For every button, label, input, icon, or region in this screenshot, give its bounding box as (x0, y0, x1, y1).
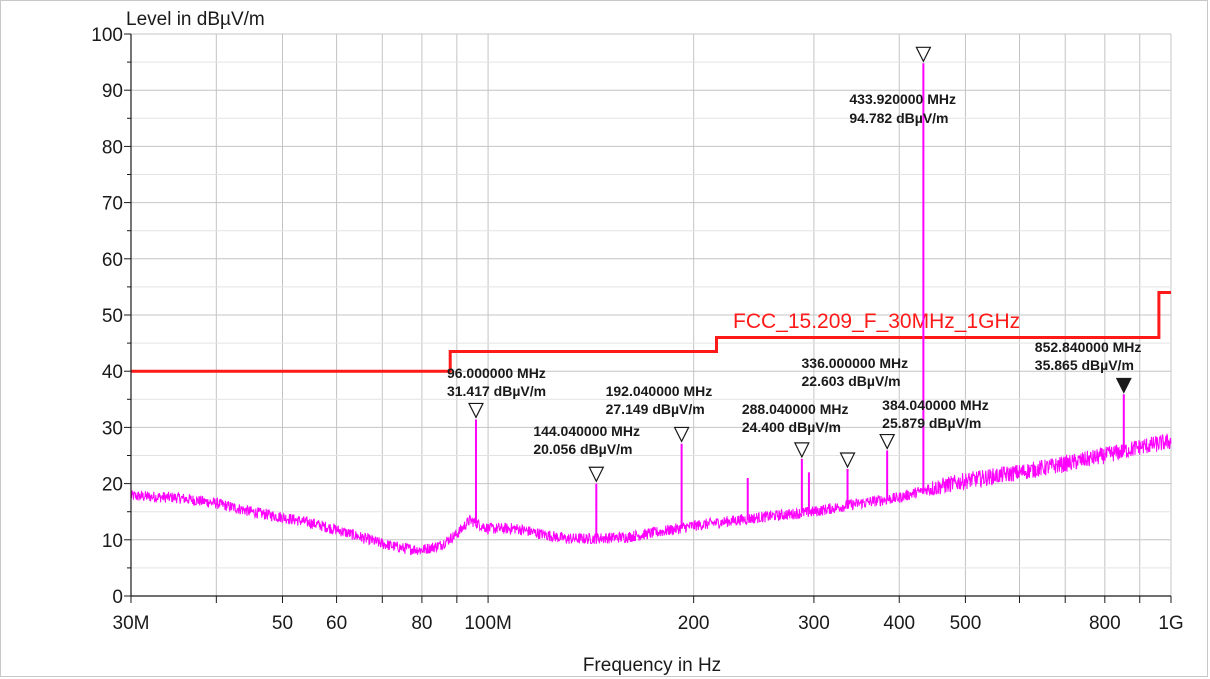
marker-frequency-label: 288.040000 MHz (742, 401, 849, 417)
x-tick-label: 300 (798, 613, 830, 634)
marker-triangle (839, 452, 856, 469)
marker-frequency-label: 433.920000 MHz (849, 91, 956, 107)
marker-level-label: 31.417 dBµV/m (447, 383, 546, 399)
axes: 0 10 20 30 40 50 60 70 80 90 100 30M 50 60 80 100M 200 30… (91, 25, 1183, 634)
y-tick-label: 10 (102, 531, 123, 552)
marker-level-label: 25.879 dBµV/m (882, 415, 981, 431)
y-tick-label: 40 (102, 362, 123, 383)
y-tick-label: 0 (112, 587, 123, 608)
marker-level-label: 94.782 dBµV/m (849, 110, 948, 126)
marker-triangle (588, 466, 605, 483)
marker-frequency-label: 192.040000 MHz (606, 383, 713, 399)
y-tick-label: 80 (102, 137, 123, 158)
marker-frequency-label: 144.040000 MHz (533, 423, 640, 439)
x-tick-label: 80 (411, 613, 432, 634)
y-tick-label: 30 (102, 418, 123, 439)
x-tick-label: 30M (113, 613, 150, 634)
y-tick-label: 50 (102, 306, 123, 327)
y-tick-label: 20 (102, 475, 123, 496)
x-tick-label: 50 (272, 613, 293, 634)
y-tick-label: 100 (91, 25, 123, 46)
y-axis-title: Level in dBµV/m (126, 9, 265, 30)
x-axis-title: Frequency in Hz (583, 655, 721, 676)
marker-triangle (915, 46, 932, 63)
marker-frequency-label: 384.040000 MHz (882, 397, 989, 413)
x-tick-label: 1G (1158, 613, 1183, 634)
markers: 96.000000 MHz 31.417 dBµV/m 144.040000 MHz… (447, 46, 1142, 483)
marker-level-label: 22.603 dBµV/m (802, 373, 901, 389)
limit-line-path (131, 291, 1171, 373)
y-tick-label: 70 (102, 194, 123, 215)
x-tick-label: 800 (1089, 613, 1121, 634)
y-tick-label: 90 (102, 81, 123, 102)
marker-triangle (673, 426, 690, 443)
x-tick-label: 500 (950, 613, 982, 634)
x-tick-label: 400 (883, 613, 915, 634)
marker-triangle (468, 402, 484, 419)
marker-triangle (879, 433, 896, 450)
marker-level-label: 27.149 dBµV/m (606, 401, 705, 417)
marker-triangle (1115, 377, 1132, 394)
x-tick-label: 100M (464, 613, 512, 634)
limit-line: FCC_15.209_F_30MHz_1GHz (131, 291, 1171, 373)
marker-frequency-label: 852.840000 MHz (1035, 339, 1142, 355)
trace-noise-floor (130, 433, 1172, 556)
measurement-trace (130, 63, 1172, 556)
marker-triangle (793, 442, 810, 459)
marker-level-label: 35.865 dBµV/m (1035, 357, 1134, 373)
marker-frequency-label: 336.000000 MHz (802, 355, 909, 371)
marker-frequency-label: 96.000000 MHz (447, 365, 546, 381)
x-tick-label: 60 (326, 613, 347, 634)
y-tick-label: 60 (102, 250, 123, 271)
x-tick-label: 200 (678, 613, 710, 634)
marker-level-label: 20.056 dBµV/m (533, 441, 632, 457)
limit-line-label: FCC_15.209_F_30MHz_1GHz (733, 310, 1020, 333)
marker-level-label: 24.400 dBµV/m (742, 419, 841, 435)
